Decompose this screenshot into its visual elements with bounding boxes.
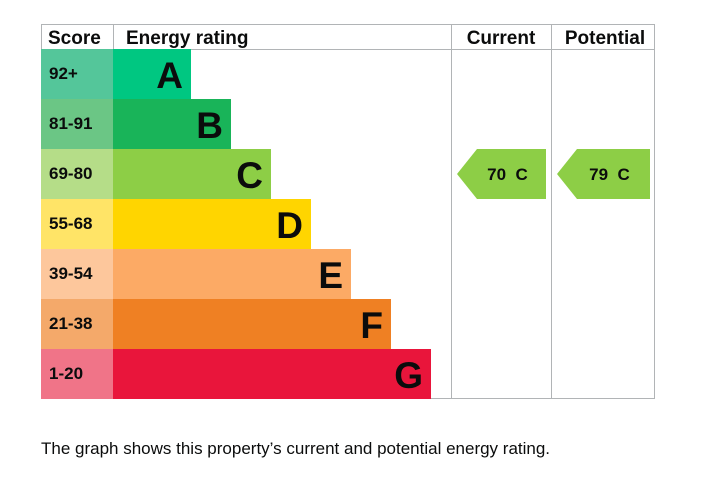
chart-caption: The graph shows this property’s current …: [41, 439, 551, 458]
score-cell-b: [41, 99, 113, 149]
band-bar-e: [113, 249, 351, 299]
score-label-g: 1-20: [49, 364, 83, 383]
score-cell-d: [41, 199, 113, 249]
band-letter-f: F: [360, 305, 383, 346]
score-cell-c: [41, 149, 113, 199]
band-bar-a: [113, 49, 191, 99]
potential-header: Potential: [565, 28, 645, 49]
score-label-b: 81-91: [49, 114, 92, 133]
band-letter-e: E: [318, 255, 343, 296]
band-bar-c: [113, 149, 271, 199]
band-letter-a: A: [156, 55, 183, 96]
current-rating-arrow: [457, 149, 546, 199]
band-letter-d: D: [276, 205, 303, 246]
score-label-d: 55-68: [49, 214, 92, 233]
band-letter-c: C: [236, 155, 263, 196]
score-cell-g: [41, 349, 113, 399]
current-header: Current: [467, 28, 536, 49]
score-label-c: 69-80: [49, 164, 92, 183]
band-letter-b: B: [196, 105, 223, 146]
energy-rating-header: Energy rating: [126, 28, 248, 49]
rating-bands: 92+ A 81-91 B 69-80 C 55-68 D 39-54 E 21-38 F 1-20 G: [41, 49, 431, 399]
band-bar-d: [113, 199, 311, 249]
column-headers: Score Energy rating Current Potential: [48, 28, 645, 49]
score-label-a: 92+: [49, 64, 78, 83]
band-bar-f: [113, 299, 391, 349]
potential-rating-label: 79 C: [589, 165, 630, 184]
score-cell-f: [41, 299, 113, 349]
score-header: Score: [48, 28, 101, 49]
score-label-f: 21-38: [49, 314, 92, 333]
band-letter-g: G: [394, 355, 423, 396]
band-bar-g: [113, 349, 431, 399]
rating-markers: 70 C 79 C: [457, 149, 650, 199]
current-rating-label: 70 C: [487, 165, 528, 184]
score-cell-e: [41, 249, 113, 299]
score-cell-a: [41, 49, 113, 99]
potential-rating-arrow: [557, 149, 650, 199]
band-bar-b: [113, 99, 231, 149]
score-label-e: 39-54: [49, 264, 93, 283]
energy-rating-chart: 92+ A81-91 B69-80 C55-68 D39-54 E21-38 F1-20 G …: [41, 24, 655, 399]
